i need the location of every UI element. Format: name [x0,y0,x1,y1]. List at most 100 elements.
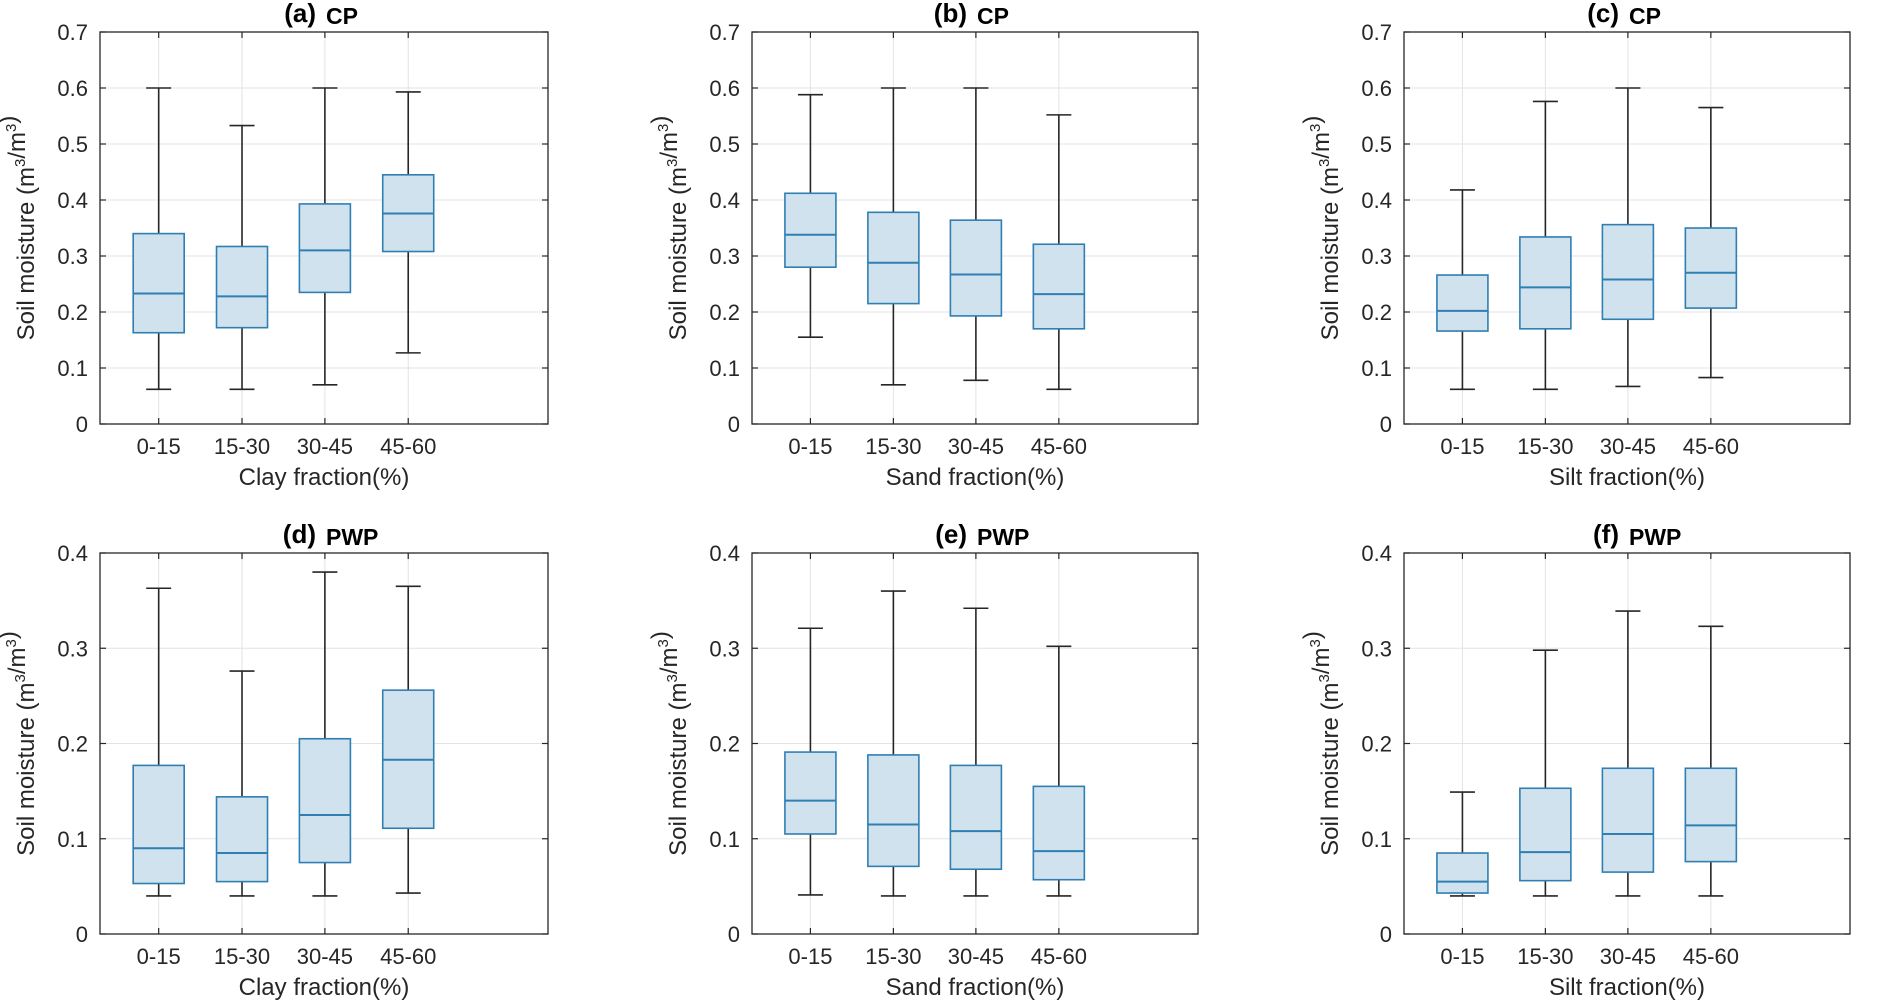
panel-letter: (a) [284,0,316,28]
box-45-60 [1684,625,1738,897]
y-tick-label: 0.2 [1361,732,1392,757]
panel-f: 0 0.1 0.2 0.3 0.4 0-15 15-30 30-45 45-60 Silt fra… [1299,519,1851,1001]
label-part: ) [647,631,674,639]
iqr-box [949,219,1003,317]
x-tick-label: 30-45 [297,944,353,969]
x-tick-label: 0-15 [1440,434,1484,459]
y-tick-label: 0.6 [57,76,88,101]
x-tick-label: 0-15 [137,434,181,459]
panel-letter: (c) [1587,0,1619,28]
y-tick-label: 0.6 [1361,76,1392,101]
box-45-60 [381,91,435,354]
iqr-box [215,796,269,883]
y-tick-label: 0 [728,412,740,437]
y-tick-label: 0.2 [1361,300,1392,325]
y-tick-label: 0.1 [1361,827,1392,852]
panel-tag: CP [1629,3,1661,29]
label-part: /m [4,132,31,159]
iqr-box [1519,787,1572,882]
superscript: 3 [12,674,29,682]
box-0-15 [1436,791,1489,897]
superscript: 3 [655,124,672,132]
box-0-15 [784,93,837,339]
iqr-box [215,245,269,329]
y-tick-label: 0.7 [1361,20,1392,45]
iqr-box [132,232,185,334]
panel-c: 0 0.1 0.2 0.3 0.4 0.5 0.6 0.7 0-15 15-30 30-45 45-6… [1299,0,1851,491]
x-axis-label: Silt fraction(%) [1549,464,1705,491]
y-tick-label: 0.3 [1361,244,1392,269]
y-tick-label: 0.4 [709,541,740,566]
panel-tag: PWP [1629,524,1681,550]
panel-b: 0 0.1 0.2 0.3 0.4 0.5 0.6 0.7 0-15 15-30 30-45 45-6… [647,0,1199,491]
iqr-box [1684,227,1738,309]
iqr-box [784,751,837,835]
panel-tag: PWP [326,524,378,550]
label-part: Soil moisture (m [665,167,692,340]
x-axis-label: Silt fraction(%) [1549,974,1705,1001]
box-30-45 [949,607,1003,897]
y-tick-label: 0.4 [1361,188,1392,213]
box-15-30 [867,87,920,386]
x-tick-label: 0-15 [788,434,832,459]
label-part: /m [656,132,683,159]
label-part: Soil moisture (m [1317,682,1344,855]
y-tick-label: 0.3 [57,244,88,269]
y-tick-label: 0.4 [1361,541,1392,566]
x-axis-label: Sand fraction(%) [886,974,1065,1001]
y-tick-label: 0 [1380,412,1392,437]
superscript: 3 [1307,639,1324,647]
box-15-30 [867,590,920,897]
x-tick-label: 45-60 [380,944,436,969]
superscript: 3 [664,159,681,167]
superscript: 3 [1316,674,1333,682]
x-tick-label: 30-45 [948,434,1004,459]
label-part: Soil moisture (m [13,682,40,855]
panel-letter: (e) [935,519,967,549]
y-tick-label: 0.2 [57,300,88,325]
y-tick-label: 0.4 [57,541,88,566]
axes-frame [751,31,1199,425]
label-part: ) [0,631,22,639]
superscript: 3 [655,639,672,647]
box-0-15 [1436,189,1489,391]
y-tick-label: 0.4 [57,188,88,213]
box-0-15 [132,587,185,897]
x-axis-label: Sand fraction(%) [886,464,1065,491]
iqr-box [298,203,352,294]
x-tick-label: 30-45 [1600,944,1656,969]
x-tick-label: 0-15 [1440,944,1484,969]
y-tick-label: 0.3 [57,636,88,661]
box-30-45 [949,87,1003,382]
iqr-box [1436,852,1489,894]
y-tick-label: 0.1 [709,356,740,381]
box-30-45 [1601,87,1655,388]
y-tick-label: 0.5 [1361,132,1392,157]
box-15-30 [215,670,269,897]
label-part: Soil moisture (m [665,682,692,855]
superscript: 3 [1307,124,1324,132]
iqr-box [867,754,920,868]
y-tick-label: 0.7 [57,20,88,45]
y-tick-label: 0.2 [57,732,88,757]
box-0-15 [784,627,837,896]
iqr-box [1601,223,1655,321]
iqr-box [867,211,920,305]
y-axis-label: Soil moisture (m3/m3) [0,116,40,341]
x-tick-label: 15-30 [1517,434,1573,459]
y-tick-label: 0 [1380,922,1392,947]
label-part: /m [656,647,683,674]
label-part: ) [1299,116,1326,124]
y-tick-label: 0.3 [1361,636,1392,661]
y-tick-label: 0.1 [1361,356,1392,381]
panel-a: 0 0.1 0.2 0.3 0.4 0.5 0.6 0.7 0-15 15-30 30-45 45-6… [0,0,549,491]
x-tick-label: 45-60 [1683,434,1739,459]
label-part: ) [0,116,22,124]
x-axis-label: Clay fraction(%) [239,974,410,1001]
box-45-60 [381,585,435,894]
iqr-box [1519,236,1572,330]
label-part: /m [1308,132,1335,159]
x-tick-label: 0-15 [788,944,832,969]
x-tick-label: 15-30 [1517,944,1573,969]
